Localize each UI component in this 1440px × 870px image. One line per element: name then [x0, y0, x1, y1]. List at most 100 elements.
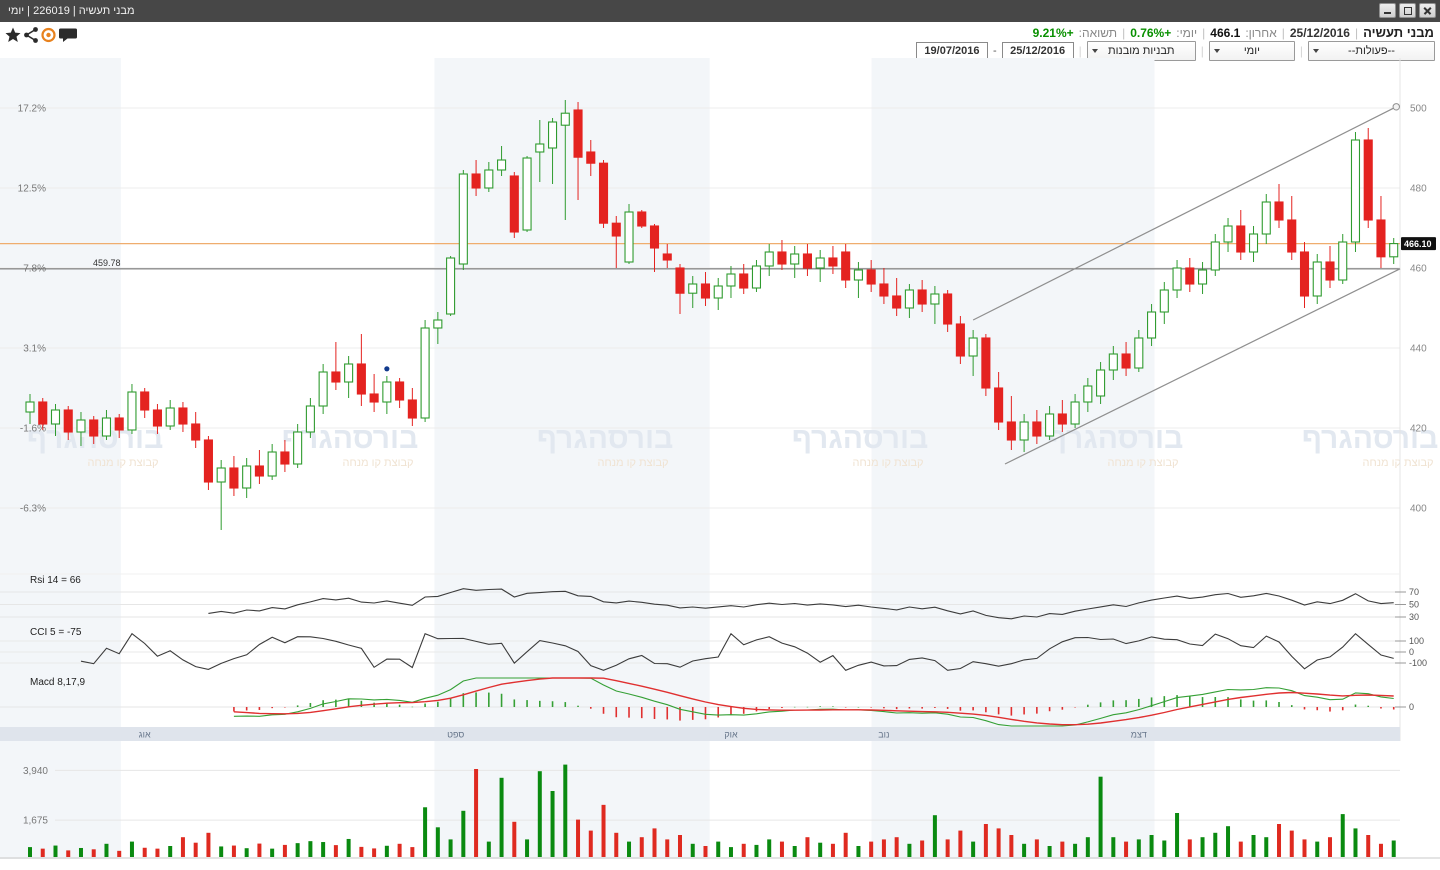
- percent-tick-label: -6.3%: [20, 504, 46, 515]
- candle-body: [892, 295, 902, 309]
- channel-upper-line: [972, 106, 1397, 321]
- candle-body: [688, 283, 698, 294]
- volume-bar: [1175, 813, 1180, 857]
- macd-histogram-bar: [1392, 707, 1395, 710]
- candle-body: [1083, 385, 1093, 403]
- macd-histogram-bar: [1176, 695, 1178, 707]
- macd-histogram-bar: [959, 707, 962, 711]
- volume-bar: [1111, 837, 1116, 857]
- macd-histogram-bar: [1036, 707, 1038, 714]
- macd-histogram-bar: [335, 699, 337, 707]
- volume-bar: [104, 843, 109, 857]
- macd-histogram-bar: [551, 701, 554, 707]
- rsi-tick-label: 30: [1409, 612, 1419, 622]
- candle-body: [356, 363, 366, 395]
- volume-bar: [1009, 835, 1014, 857]
- comment-bubble-icon[interactable]: [58, 26, 77, 44]
- candle-body: [229, 467, 239, 489]
- favorite-star-icon[interactable]: [4, 26, 22, 44]
- minimize-icon: [1384, 12, 1391, 14]
- main-chart[interactable]: בורסהגרף קבוצת קו מנחה בורסהגרף קבוצת קו מנ…: [0, 58, 1440, 865]
- macd-histogram-bar: [1239, 699, 1242, 707]
- restore-button[interactable]: [1399, 3, 1416, 18]
- macd-histogram-bar: [1010, 707, 1013, 716]
- candle-body: [420, 327, 430, 419]
- volume-bar: [295, 843, 300, 857]
- macd-histogram-bar: [666, 707, 669, 720]
- volume-bar: [920, 840, 925, 857]
- interval-select[interactable]: יומי: [1208, 41, 1295, 61]
- macd-histogram-bar: [360, 700, 363, 707]
- macd-histogram-bar: [832, 706, 834, 707]
- macd-histogram-bar: [883, 707, 885, 709]
- macd-histogram-bar: [424, 703, 426, 707]
- candle-body: [497, 159, 507, 171]
- volume-bar: [333, 845, 338, 857]
- candle-body: [1287, 219, 1297, 253]
- macd-histogram-bar: [1188, 696, 1191, 707]
- watermark-text: בורסהגרף: [792, 422, 929, 455]
- macd-histogram-bar: [271, 707, 273, 709]
- volume-bar: [193, 842, 198, 857]
- macd-histogram-bar: [1201, 697, 1204, 707]
- return-value: +9.21%: [1032, 26, 1074, 40]
- candle-body: [395, 381, 405, 401]
- candle-body: [446, 257, 456, 315]
- candle-body: [751, 265, 762, 289]
- volume-bar: [830, 843, 835, 857]
- minimize-button[interactable]: [1379, 3, 1396, 18]
- record-target-icon[interactable]: [40, 26, 57, 44]
- volume-bar: [512, 821, 517, 857]
- patterns-select[interactable]: תבניות מובנות: [1086, 41, 1196, 61]
- candle-body: [1197, 269, 1208, 285]
- rsi-label: Rsi 14 = 66: [30, 575, 81, 586]
- candle-body: [165, 407, 175, 427]
- daily-label: יומי:: [1176, 26, 1198, 40]
- volume-bar: [308, 841, 313, 857]
- cci-tick-label: 100: [1409, 636, 1424, 646]
- macd-histogram-bar: [640, 707, 643, 719]
- candle-body: [1032, 421, 1042, 437]
- macd-histogram-bar: [1023, 707, 1025, 715]
- macd-label: Macd 8,17,9: [30, 677, 85, 688]
- candle-body: [1121, 353, 1131, 369]
- candle-body: [178, 407, 188, 425]
- candle-body: [1019, 421, 1029, 441]
- macd-histogram-bar: [768, 707, 771, 710]
- candle-body: [1223, 225, 1233, 243]
- actions-select[interactable]: --פעולות--: [1308, 41, 1435, 61]
- rsi-line: [208, 588, 1394, 620]
- volume-bar: [932, 815, 937, 857]
- volume-bar: [321, 842, 326, 857]
- chart-canvas[interactable]: בורסהגרף קבוצת קו מנחה בורסהגרף קבוצת קו מנ…: [0, 58, 1440, 865]
- volume-bar: [28, 847, 32, 857]
- volume-tick-label: 1,675: [23, 816, 48, 827]
- volume-bar: [805, 837, 810, 857]
- macd-histogram-bar: [628, 707, 630, 718]
- volume-bar: [1226, 826, 1231, 857]
- date-to-input[interactable]: [1001, 42, 1074, 60]
- volume-bar: [282, 844, 287, 857]
- candle-body: [1147, 311, 1157, 339]
- candle-body: [611, 222, 621, 237]
- volume-bar: [423, 807, 428, 857]
- volume-bar: [1060, 841, 1065, 857]
- macd-histogram-bar: [296, 705, 299, 707]
- macd-histogram-bar: [309, 702, 312, 707]
- candle-body: [216, 467, 226, 483]
- macd-histogram-bar: [386, 703, 388, 707]
- month-band: [434, 58, 710, 859]
- date-from-input[interactable]: [915, 42, 988, 60]
- price-tick-label: 420: [1410, 424, 1427, 435]
- macd-histogram-bar: [602, 707, 605, 714]
- close-button[interactable]: [1419, 3, 1436, 18]
- macd-histogram-bar: [475, 692, 477, 707]
- candle-body: [1159, 289, 1169, 313]
- month-tick-label: ספט: [447, 730, 464, 740]
- toolbar-icons: [4, 26, 77, 44]
- share-icon[interactable]: [23, 26, 39, 44]
- candle-body: [191, 423, 201, 441]
- volume-bar: [155, 848, 160, 857]
- volume-bar: [779, 841, 784, 857]
- macd-histogram-bar: [1290, 705, 1293, 707]
